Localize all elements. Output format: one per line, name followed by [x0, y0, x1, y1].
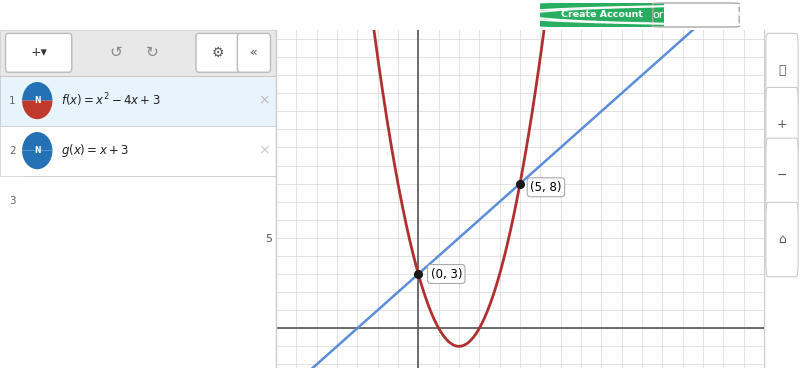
FancyBboxPatch shape [196, 33, 240, 72]
Text: or: or [652, 10, 663, 20]
Text: (0, 3): (0, 3) [430, 268, 462, 280]
Wedge shape [22, 151, 53, 169]
Text: Create Account: Create Account [561, 11, 643, 20]
FancyBboxPatch shape [540, 3, 664, 27]
Text: N: N [34, 146, 41, 155]
Text: $g(x) = x + 3$: $g(x) = x + 3$ [61, 142, 129, 159]
FancyBboxPatch shape [238, 33, 270, 72]
Text: desmos: desmos [360, 6, 440, 25]
Text: 3: 3 [9, 196, 16, 206]
Text: (5, 8): (5, 8) [530, 181, 562, 194]
Bar [0, 125, 276, 176]
Text: +▾: +▾ [30, 46, 47, 59]
Bar [0, 30, 276, 75]
Wedge shape [22, 132, 53, 151]
Text: 🔧: 🔧 [778, 64, 786, 77]
FancyBboxPatch shape [766, 202, 798, 277]
Text: ⊕: ⊕ [777, 9, 788, 22]
Text: ×: × [258, 144, 270, 158]
Text: 2: 2 [9, 146, 16, 156]
Wedge shape [22, 82, 53, 100]
FancyBboxPatch shape [6, 33, 72, 72]
Text: ⌂: ⌂ [778, 233, 786, 246]
Text: −: − [777, 169, 787, 182]
Text: «: « [250, 46, 258, 59]
Text: ⚙: ⚙ [212, 46, 224, 60]
Text: ↗: ↗ [729, 8, 740, 22]
FancyBboxPatch shape [766, 138, 798, 212]
Text: ↺: ↺ [110, 45, 122, 60]
Text: +: + [777, 118, 787, 131]
Text: ?: ? [756, 11, 761, 21]
Text: ×: × [258, 93, 270, 107]
Text: ↻: ↻ [146, 45, 158, 60]
FancyBboxPatch shape [766, 33, 798, 108]
Text: ≡: ≡ [10, 6, 26, 24]
Text: N: N [34, 96, 41, 105]
Bar [0, 75, 276, 125]
Text: Sign In: Sign In [680, 11, 712, 20]
Wedge shape [22, 100, 53, 119]
FancyBboxPatch shape [766, 88, 798, 162]
Text: Untitled Graph: Untitled Graph [38, 8, 136, 21]
Text: $f(x) = x^2 - 4x + 3$: $f(x) = x^2 - 4x + 3$ [61, 92, 160, 109]
Text: 1: 1 [9, 96, 16, 106]
